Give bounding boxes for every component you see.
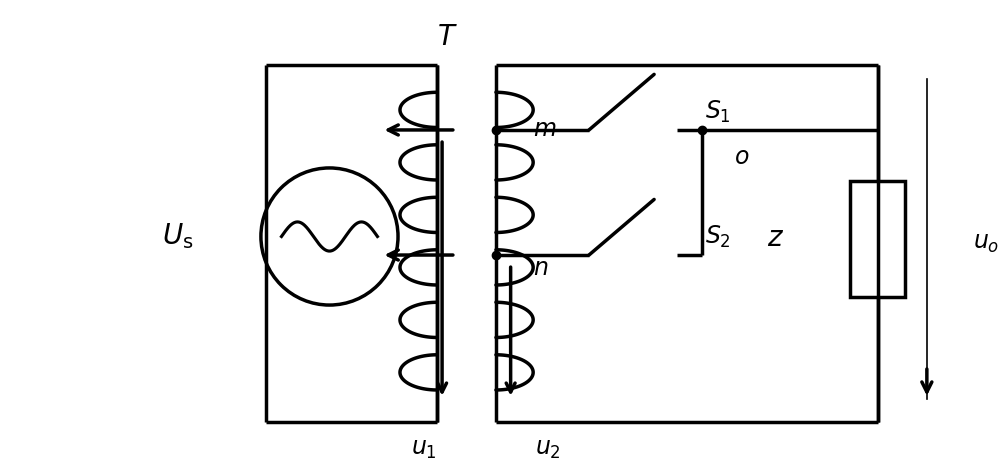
Text: $m$: $m$ (533, 118, 556, 141)
FancyBboxPatch shape (850, 181, 905, 297)
Text: $S_2$: $S_2$ (705, 223, 731, 250)
Text: $z$: $z$ (767, 225, 785, 252)
Text: $o$: $o$ (734, 146, 749, 169)
Text: $u_2$: $u_2$ (535, 438, 561, 461)
Text: $u_o$: $u_o$ (973, 232, 999, 255)
Text: $S_1$: $S_1$ (705, 98, 731, 124)
Text: $T$: $T$ (437, 24, 457, 51)
Text: $n$: $n$ (533, 257, 548, 280)
Text: $u_1$: $u_1$ (411, 438, 436, 461)
Text: $U_{\rm s}$: $U_{\rm s}$ (162, 221, 193, 252)
